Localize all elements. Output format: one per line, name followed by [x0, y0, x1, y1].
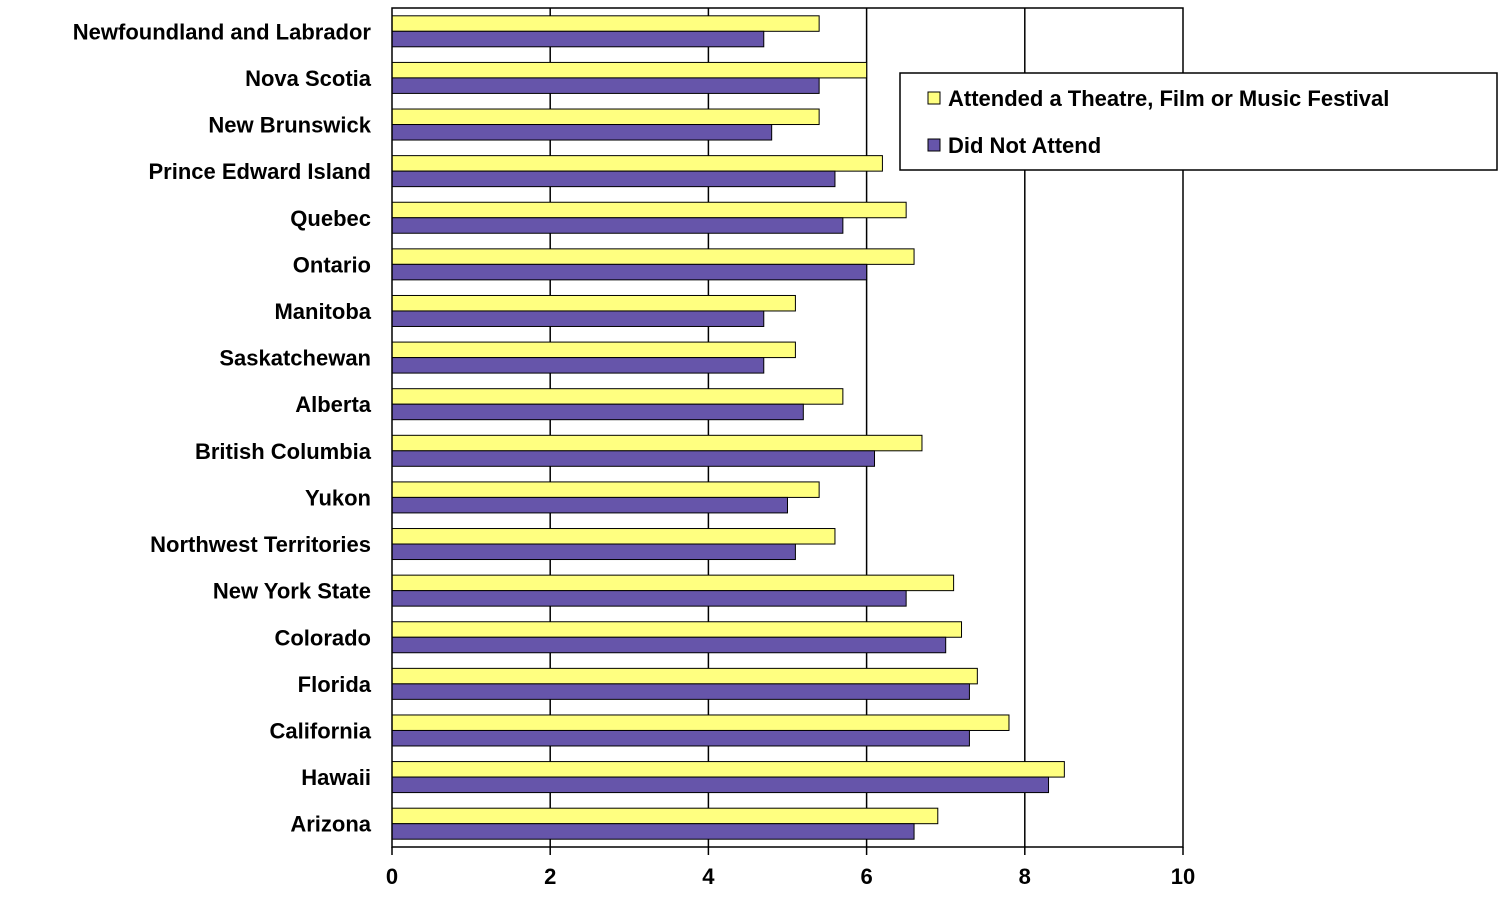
- category-label: Prince Edward Island: [148, 159, 371, 184]
- bar-attended: [391, 528, 836, 545]
- category-label: New Brunswick: [208, 113, 371, 138]
- category-label: Hawaii: [301, 765, 371, 790]
- bar-did-not-attend: [391, 170, 836, 188]
- category-label: California: [270, 718, 372, 743]
- legend-label: Attended a Theatre, Film or Music Festiv…: [948, 86, 1389, 111]
- category-label: Yukon: [305, 485, 371, 510]
- x-tick-label: 6: [860, 864, 872, 889]
- category-label: Ontario: [293, 252, 371, 277]
- bar-attended: [391, 201, 907, 219]
- x-tick-label: 2: [544, 864, 556, 889]
- bar-did-not-attend: [391, 77, 820, 94]
- category-label: Northwest Territories: [150, 532, 371, 557]
- legend-swatch: [927, 138, 941, 152]
- bar-did-not-attend: [391, 636, 947, 654]
- bar-attended: [391, 61, 868, 79]
- bar-did-not-attend: [391, 357, 765, 374]
- bar-attended: [391, 574, 955, 592]
- bar-attended: [391, 667, 978, 685]
- category-label: Quebec: [290, 206, 371, 231]
- bar-did-not-attend: [391, 683, 970, 700]
- x-tick-label: 0: [386, 864, 398, 889]
- category-labels: Newfoundland and Labrador Nova Scotia New …: [73, 19, 372, 836]
- legend: Attended a Theatre, Film or Music Festiv…: [899, 72, 1498, 171]
- bar-attended: [391, 714, 1010, 731]
- bar-did-not-attend: [391, 263, 868, 281]
- bar-did-not-attend: [391, 776, 1050, 794]
- bar-did-not-attend: [391, 124, 773, 141]
- category-label: Arizona: [290, 812, 371, 837]
- category-label: Colorado: [274, 625, 371, 650]
- bar-attended: [391, 481, 820, 498]
- bar-attended: [391, 15, 820, 32]
- x-axis-ticks: 0 2 4 6 8 10: [386, 847, 1195, 889]
- category-label: Nova Scotia: [245, 66, 372, 91]
- bar-did-not-attend: [391, 590, 907, 607]
- category-label: Alberta: [295, 392, 372, 417]
- category-label: Newfoundland and Labrador: [73, 19, 372, 44]
- legend-box: [899, 72, 1498, 171]
- bar-did-not-attend: [391, 496, 788, 514]
- bar-did-not-attend: [391, 217, 844, 234]
- x-tick-label: 8: [1019, 864, 1031, 889]
- x-tick-label: 10: [1171, 864, 1195, 889]
- bar-did-not-attend: [391, 543, 796, 561]
- category-label: Manitoba: [274, 299, 371, 324]
- category-label: British Columbia: [195, 439, 372, 464]
- bar-did-not-attend: [391, 310, 765, 327]
- bar-attended: [391, 155, 883, 172]
- bar-attended: [391, 294, 796, 312]
- category-label: Florida: [298, 672, 372, 697]
- category-label: Saskatchewan: [219, 346, 371, 371]
- legend-swatch: [927, 91, 941, 105]
- legend-label: Did Not Attend: [948, 133, 1101, 158]
- bar-attended: [391, 248, 915, 265]
- bar-attended: [391, 388, 844, 405]
- bar-attended: [391, 761, 1065, 778]
- bars: [391, 15, 1065, 840]
- bar-attended: [391, 341, 796, 359]
- category-label: New York State: [213, 579, 371, 604]
- bar-did-not-attend: [391, 729, 970, 747]
- bar-attended: [391, 621, 963, 638]
- x-tick-label: 4: [702, 864, 715, 889]
- bar-attended: [391, 807, 939, 825]
- plot-area-frame: [391, 7, 1184, 848]
- bar-did-not-attend: [391, 30, 765, 48]
- bar-did-not-attend: [391, 823, 915, 840]
- bar-attended: [391, 434, 923, 452]
- bar-did-not-attend: [391, 403, 804, 421]
- bar-attended: [391, 108, 820, 126]
- bar-did-not-attend: [391, 450, 876, 467]
